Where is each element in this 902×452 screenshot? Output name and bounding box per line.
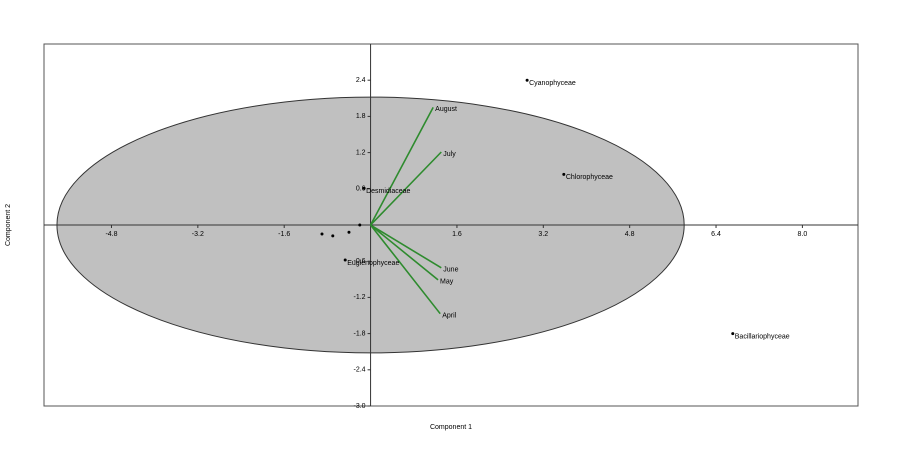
y-tick-label: -2.4 <box>354 367 366 374</box>
loading-vector <box>370 224 442 269</box>
score-point <box>347 230 351 234</box>
vector-label: August <box>435 106 457 113</box>
point-label: Chlorophyceae <box>566 174 613 181</box>
y-tick-label: -0.6 <box>354 258 366 265</box>
point-label: Cyanophyceae <box>529 80 576 87</box>
y-tick-label: -1.8 <box>354 330 366 337</box>
y-axis-label: Component 2 <box>5 204 12 246</box>
score-point <box>358 223 362 227</box>
score-point <box>320 232 324 236</box>
score-point <box>562 172 566 176</box>
x-tick-label: 8.0 <box>798 231 808 238</box>
x-tick-label: 3.2 <box>538 231 548 238</box>
score-point <box>362 186 366 190</box>
score-point <box>343 258 347 262</box>
y-tick-label: 2.4 <box>356 77 366 84</box>
point-label: Desmidiaceae <box>366 188 410 195</box>
x-tick-label: -3.2 <box>192 231 204 238</box>
y-tick-label: 0.6 <box>356 186 366 193</box>
x-tick-label: 1.6 <box>452 231 462 238</box>
y-tick-label: -3.0 <box>354 403 366 410</box>
loading-vector <box>369 151 442 226</box>
score-point <box>731 332 735 336</box>
loading-vector <box>370 224 439 281</box>
loading-vector <box>369 106 434 226</box>
x-axis-label: Component 1 <box>430 424 472 431</box>
vector-label: April <box>442 313 456 320</box>
y-tick-label: -1.2 <box>354 294 366 301</box>
point-label: Euglenophyceae <box>347 260 399 267</box>
y-tick-label: 1.8 <box>356 113 366 120</box>
score-point <box>331 234 335 238</box>
vector-label: May <box>440 279 454 286</box>
vector-label: June <box>443 267 458 274</box>
point-label: Bacillariophyceae <box>735 333 790 340</box>
x-tick-label: 6.4 <box>711 231 721 238</box>
vector-label: July <box>443 151 456 158</box>
score-point <box>525 78 529 82</box>
x-tick-label: -4.8 <box>105 231 117 238</box>
loading-vector <box>369 224 441 315</box>
y-tick-label: 1.2 <box>356 149 366 156</box>
x-tick-label: -1.6 <box>278 231 290 238</box>
x-tick-label: 4.8 <box>625 231 635 238</box>
